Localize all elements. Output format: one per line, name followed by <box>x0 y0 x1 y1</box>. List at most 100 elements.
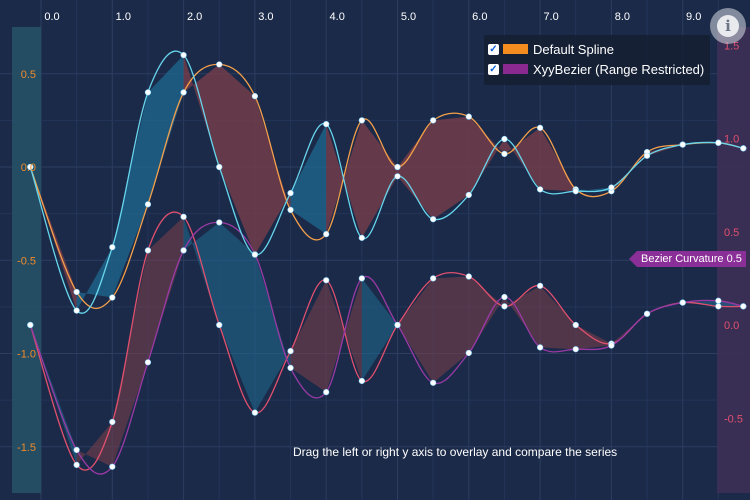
band-fill-segment <box>183 216 220 325</box>
data-point <box>501 150 508 158</box>
info-icon: i <box>717 15 739 37</box>
info-button[interactable]: i <box>710 8 746 44</box>
data-point <box>394 173 401 180</box>
right-y-axis-tick-label: -0.5 <box>724 413 743 425</box>
data-point <box>287 348 294 355</box>
checkmark-icon: ✓ <box>489 43 498 55</box>
x-axis-tick-label: 3.0 <box>258 11 273 23</box>
data-point <box>323 389 330 396</box>
x-axis-tick-label: 2.0 <box>187 11 202 23</box>
band-fill-segment <box>468 276 505 353</box>
band-fill-segment <box>112 92 148 298</box>
data-point <box>740 303 747 310</box>
legend-item-default-spline[interactable]: ✓ Default Spline <box>488 39 614 59</box>
data-point <box>572 346 579 353</box>
data-point <box>180 51 187 59</box>
checkmark-icon: ✓ <box>489 63 498 75</box>
x-axis-tick-label: 9.0 <box>686 11 701 23</box>
left-y-axis-ticks: -1.5 -1.0 -0.5 0.0 0.5 <box>17 69 36 454</box>
x-axis-tick-label: 1.0 <box>116 11 131 23</box>
data-point <box>109 294 116 301</box>
legend-label-default-spline: Default Spline <box>533 41 614 57</box>
data-point <box>572 188 579 195</box>
band-fill-segment <box>468 116 505 195</box>
data-point <box>394 163 401 171</box>
legend-item-xyy-bezier[interactable]: ✓ XyyBezier (Range Restricted) <box>488 59 704 79</box>
data-point <box>323 277 330 284</box>
data-point <box>109 418 116 426</box>
data-point <box>465 191 472 199</box>
x-axis-tick-label: 7.0 <box>543 11 558 23</box>
data-point <box>144 359 152 366</box>
data-point <box>679 141 686 148</box>
instruction-text: Drag the left or right y axis to overlay… <box>293 445 618 459</box>
legend: ✓ Default Spline ✓ XyyBezier (Range Rest… <box>484 35 710 85</box>
left-y-axis-tick-label: 0.0 <box>21 162 36 174</box>
band-fill-segment <box>147 216 184 363</box>
data-point <box>358 275 365 282</box>
data-point <box>251 93 258 100</box>
legend-checkbox-xyy-bezier[interactable]: ✓ <box>488 63 499 75</box>
data-point <box>251 251 258 258</box>
data-point <box>465 349 472 357</box>
band-fill-segment <box>147 55 184 205</box>
data-point <box>358 377 365 385</box>
x-axis-tick-label: 8.0 <box>615 11 630 23</box>
band-fill-segment <box>183 55 220 167</box>
left-y-axis-tick-label: -1.5 <box>17 442 36 454</box>
data-point <box>27 321 34 329</box>
data-point <box>358 117 365 124</box>
data-point <box>251 409 258 416</box>
band-fill-segment <box>504 285 541 348</box>
data-point <box>536 124 544 131</box>
data-point <box>323 121 330 128</box>
data-point <box>73 288 80 296</box>
data-point <box>73 446 80 454</box>
band-fill-segment <box>540 285 576 350</box>
data-point <box>501 293 508 301</box>
band-fill-segment <box>647 144 683 156</box>
band-fill-segment <box>112 250 148 467</box>
data-point <box>715 139 722 146</box>
data-point <box>465 273 472 280</box>
data-point <box>216 163 223 171</box>
x-axis-tick-label: 4.0 <box>330 11 345 23</box>
data-point <box>287 364 294 371</box>
x-axis-tick-label: 0.0 <box>44 11 59 23</box>
band-fill-segment <box>290 280 327 393</box>
legend-checkbox-default-spline[interactable]: ✓ <box>488 43 499 55</box>
band-fill-segment <box>254 254 291 413</box>
band-fill-segment <box>361 278 398 381</box>
band-fill-segment <box>326 278 362 393</box>
legend-label-xyy-bezier: XyyBezier (Range Restricted) <box>533 61 705 77</box>
data-point <box>536 186 544 193</box>
left-y-axis-strip <box>12 27 41 493</box>
data-point <box>679 299 686 306</box>
data-point <box>144 247 152 254</box>
series-0 <box>27 50 747 314</box>
data-point <box>323 231 330 238</box>
x-axis-ticks: 0.0 1.0 2.0 3.0 4.0 5.0 6.0 7.0 8.0 9.0 <box>44 11 701 23</box>
legend-swatch-default-spline <box>503 44 528 54</box>
data-point <box>608 184 615 191</box>
band-fill-segment <box>290 124 327 235</box>
data-point <box>180 213 187 220</box>
bezier-curvature-text: Bezier Curvature 0.5 <box>637 251 746 267</box>
label-arrow <box>629 251 637 267</box>
data-point <box>465 113 472 120</box>
data-point <box>715 297 722 304</box>
data-point <box>501 135 508 143</box>
data-point <box>643 310 651 317</box>
data-point <box>216 61 223 68</box>
band-fill-segment <box>504 127 541 190</box>
left-y-axis-tick-label: -1.0 <box>17 349 36 361</box>
left-y-axis-tick-label: -0.5 <box>17 255 36 267</box>
data-point <box>216 219 223 226</box>
data-point <box>430 379 437 386</box>
x-axis-tick-label: 5.0 <box>401 11 416 23</box>
data-point <box>144 201 152 208</box>
data-point <box>536 344 544 351</box>
data-point <box>394 321 401 329</box>
x-axis-tick-label: 6.0 <box>472 11 487 23</box>
